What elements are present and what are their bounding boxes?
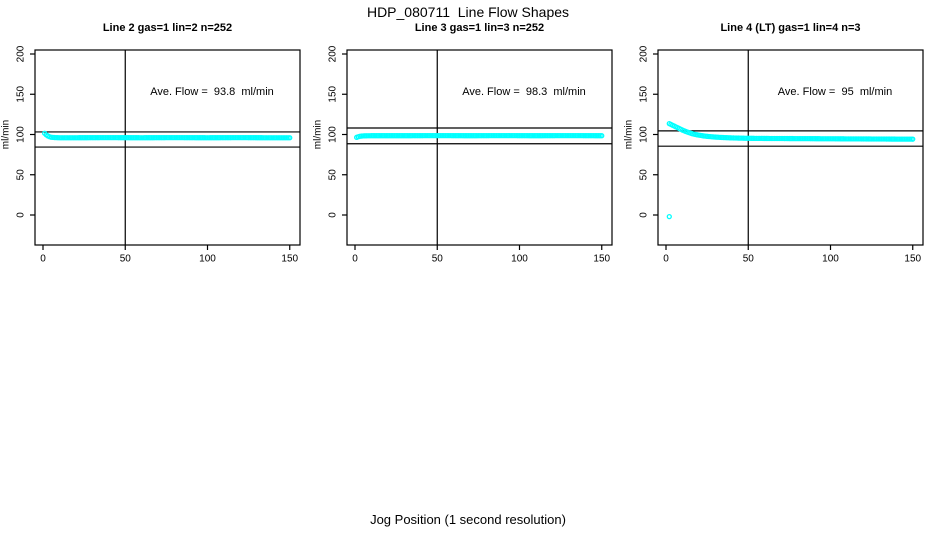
panel-3-y-tick-label: 150: [639, 85, 650, 102]
panel-2-y-tick-label: 50: [328, 169, 339, 181]
panel-3-y-tick-label: 0: [639, 212, 650, 218]
panel-2-data-point: [599, 133, 605, 139]
panel-2-y-tick-label: 0: [328, 212, 339, 218]
panel-1-x-tick-label: 150: [281, 254, 298, 265]
panel-1-y-tick-label: 100: [16, 126, 27, 143]
panel-3-y-tick-label: 100: [639, 126, 650, 143]
panel-2-x-tick-label: 100: [511, 254, 528, 265]
panel-3-x-tick-label: 150: [904, 254, 921, 265]
main-title: HDP_080711 Line Flow Shapes: [366, 4, 570, 20]
panel-2-x-tick-label: 50: [432, 254, 444, 265]
panel-3-y-tick-label: 50: [639, 169, 650, 181]
panel-3-data-point: [910, 136, 916, 142]
panel-1-y-tick-label: 150: [16, 85, 27, 102]
panel-3-title: Line 4 (LT) gas=1 lin=4 n=3: [720, 22, 861, 34]
panel-3-x-tick-label: 0: [663, 254, 669, 265]
panel-1-ave-flow-annotation: Ave. Flow = 93.8 ml/min: [150, 86, 274, 98]
panel-2-y-tick-label: 150: [328, 85, 339, 102]
panel-3-y-axis-unit-label: ml/min: [624, 120, 635, 149]
panel-1-x-tick-label: 50: [120, 254, 132, 265]
panel-3-x-tick-label: 50: [743, 254, 755, 265]
panel-2-x-tick-label: 0: [352, 254, 358, 265]
panel-3-ave-flow-annotation: Ave. Flow = 95 ml/min: [777, 86, 893, 98]
panel-1-title: Line 2 gas=1 lin=2 n=252: [102, 22, 233, 34]
panel-3-box: [657, 49, 924, 246]
panel-2-title: Line 3 gas=1 lin=3 n=252: [414, 22, 545, 34]
x-axis-label: Jog Position (1 second resolution): [370, 512, 566, 527]
panel-1-x-tick-label: 0: [40, 254, 46, 265]
panel-2-box: [346, 49, 613, 246]
panel-2-x-tick-label: 150: [593, 254, 610, 265]
panel-3-y-tick-label: 200: [639, 45, 650, 62]
panel-2-y-axis-unit-label: ml/min: [313, 120, 324, 149]
panel-3-x-tick-label: 100: [822, 254, 839, 265]
panel-2-ave-flow-annotation: Ave. Flow = 98.3 ml/min: [462, 86, 586, 98]
panel-1-x-tick-label: 100: [199, 254, 216, 265]
panel-2-y-tick-label: 100: [328, 126, 339, 143]
panel-1-y-tick-label: 200: [16, 45, 27, 62]
panel-1-y-tick-label: 0: [16, 212, 27, 218]
panel-1-y-tick-label: 50: [16, 169, 27, 181]
panel-1-y-axis-unit-label: ml/min: [1, 120, 12, 149]
panel-2-y-tick-label: 200: [328, 45, 339, 62]
panel-1-data-point: [287, 135, 293, 141]
panel-3-outlier-point: [666, 213, 672, 220]
